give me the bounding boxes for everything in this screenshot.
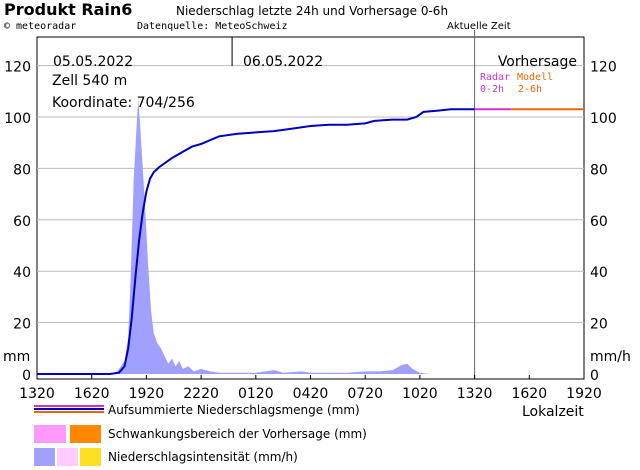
current-time-label: Aktuelle Zeit <box>447 21 511 32</box>
x-tick-label: 1020 <box>402 386 438 402</box>
x-axis-labels: 1320 1620 1920 2220 0120 0420 0720 1020 1320 1620… <box>19 375 602 402</box>
x-axis-title: Lokalzeit <box>522 404 584 420</box>
y-axis-right-unit: mm/h <box>590 349 631 365</box>
y-tick-right-100: 100 <box>590 111 617 127</box>
x-tick-label: 1320 <box>19 386 55 402</box>
x-tick-label: 1620 <box>74 386 110 402</box>
y-axis-right-labels: 0 20 40 60 80 100 120 <box>590 60 617 384</box>
legend-intensity-label: Niederschlagsintensität (mm/h) <box>108 450 298 464</box>
y-axis-left-unit: mm <box>3 349 30 365</box>
x-tick-label: 1620 <box>511 386 547 402</box>
x-tick-label: 2220 <box>183 386 219 402</box>
x-tick-label: 0120 <box>238 386 274 402</box>
y-tick-left-40: 40 <box>13 265 31 281</box>
y-tick-right-80: 80 <box>590 162 608 178</box>
legend-intensity-swatch <box>34 448 101 466</box>
legend-cumulative-swatch <box>34 405 104 413</box>
chart-subtitle: Niederschlag letzte 24h und Vorhersage 0… <box>176 4 449 18</box>
y-tick-right-40: 40 <box>590 265 608 281</box>
y-tick-right-60: 60 <box>590 214 608 230</box>
cell-label: Zell 540 m <box>52 73 127 89</box>
y-tick-left-100: 100 <box>4 111 31 127</box>
coordinate-label: Koordinate: 704/256 <box>52 95 195 111</box>
y-tick-right-120: 120 <box>590 60 617 76</box>
model-label-2: 2-6h <box>518 84 542 95</box>
x-tick-label: 1320 <box>457 386 493 402</box>
copyright-label: © meteoradar <box>4 21 77 32</box>
forecast-label: Vorhersage <box>498 54 577 70</box>
intensity-area <box>109 99 475 374</box>
x-tick-label: 1920 <box>566 386 602 402</box>
x-tick-label: 1920 <box>129 386 165 402</box>
y-tick-right-0: 0 <box>590 368 599 384</box>
y-tick-left-60: 60 <box>13 214 31 230</box>
model-label-1: Modell <box>517 72 553 83</box>
y-tick-left-120: 120 <box>4 60 31 76</box>
y-tick-right-20: 20 <box>590 317 608 333</box>
y-axis-left-labels: 0 20 40 60 80 100 120 <box>4 60 31 384</box>
y-tick-left-20: 20 <box>13 317 31 333</box>
date-label-1: 05.05.2022 <box>53 54 133 70</box>
x-tick-label: 0720 <box>347 386 383 402</box>
data-source-label: Datenquelle: MeteoSchweiz <box>137 21 288 32</box>
plot-grid <box>37 65 584 324</box>
date-label-2: 06.05.2022 <box>243 54 323 70</box>
cumulative-line <box>37 108 475 375</box>
radar-label-2: 0-2h <box>480 84 504 95</box>
legend-cumulative-label: Aufsummierte Niederschlagsmenge (mm) <box>108 403 360 417</box>
legend-range-swatch <box>34 425 101 443</box>
radar-label-1: Radar <box>480 72 510 83</box>
y-tick-left-80: 80 <box>13 162 31 178</box>
y-tick-left-0: 0 <box>22 368 31 384</box>
legend-range-label: Schwankungsbereich der Vorhersage (mm) <box>108 427 367 441</box>
product-title: Produkt Rain6 <box>4 0 133 19</box>
x-tick-label: 0420 <box>293 386 329 402</box>
